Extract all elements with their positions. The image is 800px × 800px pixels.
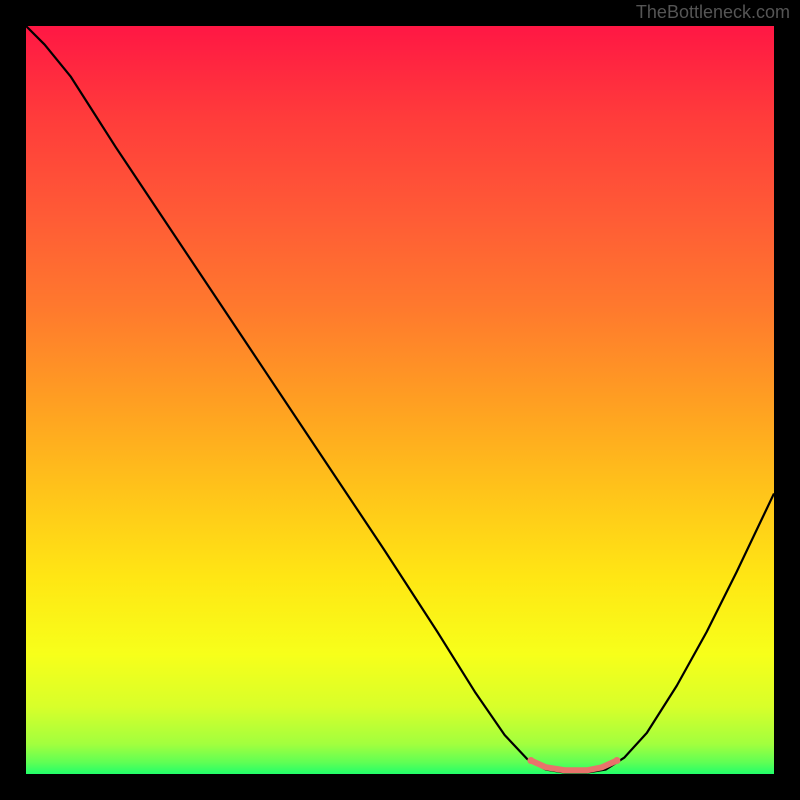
highlight-start-cap <box>527 757 534 764</box>
curve-layer <box>26 26 774 774</box>
highlight-end-cap <box>613 757 620 764</box>
watermark-text: TheBottleneck.com <box>636 2 790 23</box>
bottleneck-curve <box>26 26 774 773</box>
chart-plot-area <box>26 26 774 774</box>
optimal-range-highlight <box>531 761 617 771</box>
